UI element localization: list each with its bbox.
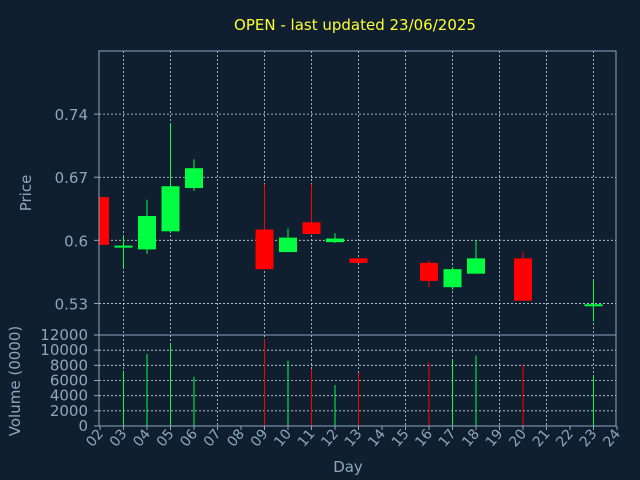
price-tick-label: 0.74 [55, 106, 88, 124]
volume-tick-label: 12000 [40, 326, 88, 344]
volume-bars [123, 338, 594, 426]
volume-tick-label: 8000 [50, 356, 88, 374]
price-axis-ticks: 0.74 0.67 0.6 0.53 [55, 106, 99, 313]
x-axis-label: Day [333, 458, 363, 476]
candle-body [467, 258, 485, 274]
candle-body [302, 222, 321, 235]
candle-body [514, 258, 532, 301]
candle-body [255, 229, 274, 270]
volume-axis-label: Volume (0000) [6, 326, 24, 436]
candle-body [99, 197, 109, 245]
volume-tick-label: 0 [78, 417, 88, 435]
price-tick-label: 0.53 [55, 295, 88, 313]
volume-tick-label: 2000 [50, 402, 88, 420]
price-candles [99, 123, 603, 322]
price-axis-label: Price [17, 175, 35, 212]
day-axis-ticks: 02 03 04 05 06 07 08 09 10 11 12 13 14 15 16 17 18 19 20 21… [83, 426, 624, 450]
candle-body [349, 258, 368, 263]
volume-tick-label: 6000 [50, 372, 88, 390]
price-tick-label: 0.6 [64, 232, 88, 250]
candle-body [420, 262, 438, 281]
candle-body [443, 269, 462, 288]
price-tick-label: 0.67 [55, 169, 88, 187]
candle-body [185, 168, 203, 189]
chart-title: OPEN - last updated 23/06/2025 [234, 16, 476, 34]
candle-body [161, 186, 180, 232]
volume-tick-label: 4000 [50, 387, 88, 405]
volume-tick-label: 10000 [40, 341, 88, 359]
candle-body [326, 238, 344, 243]
candle-body [279, 237, 297, 253]
candle-body [138, 215, 156, 250]
